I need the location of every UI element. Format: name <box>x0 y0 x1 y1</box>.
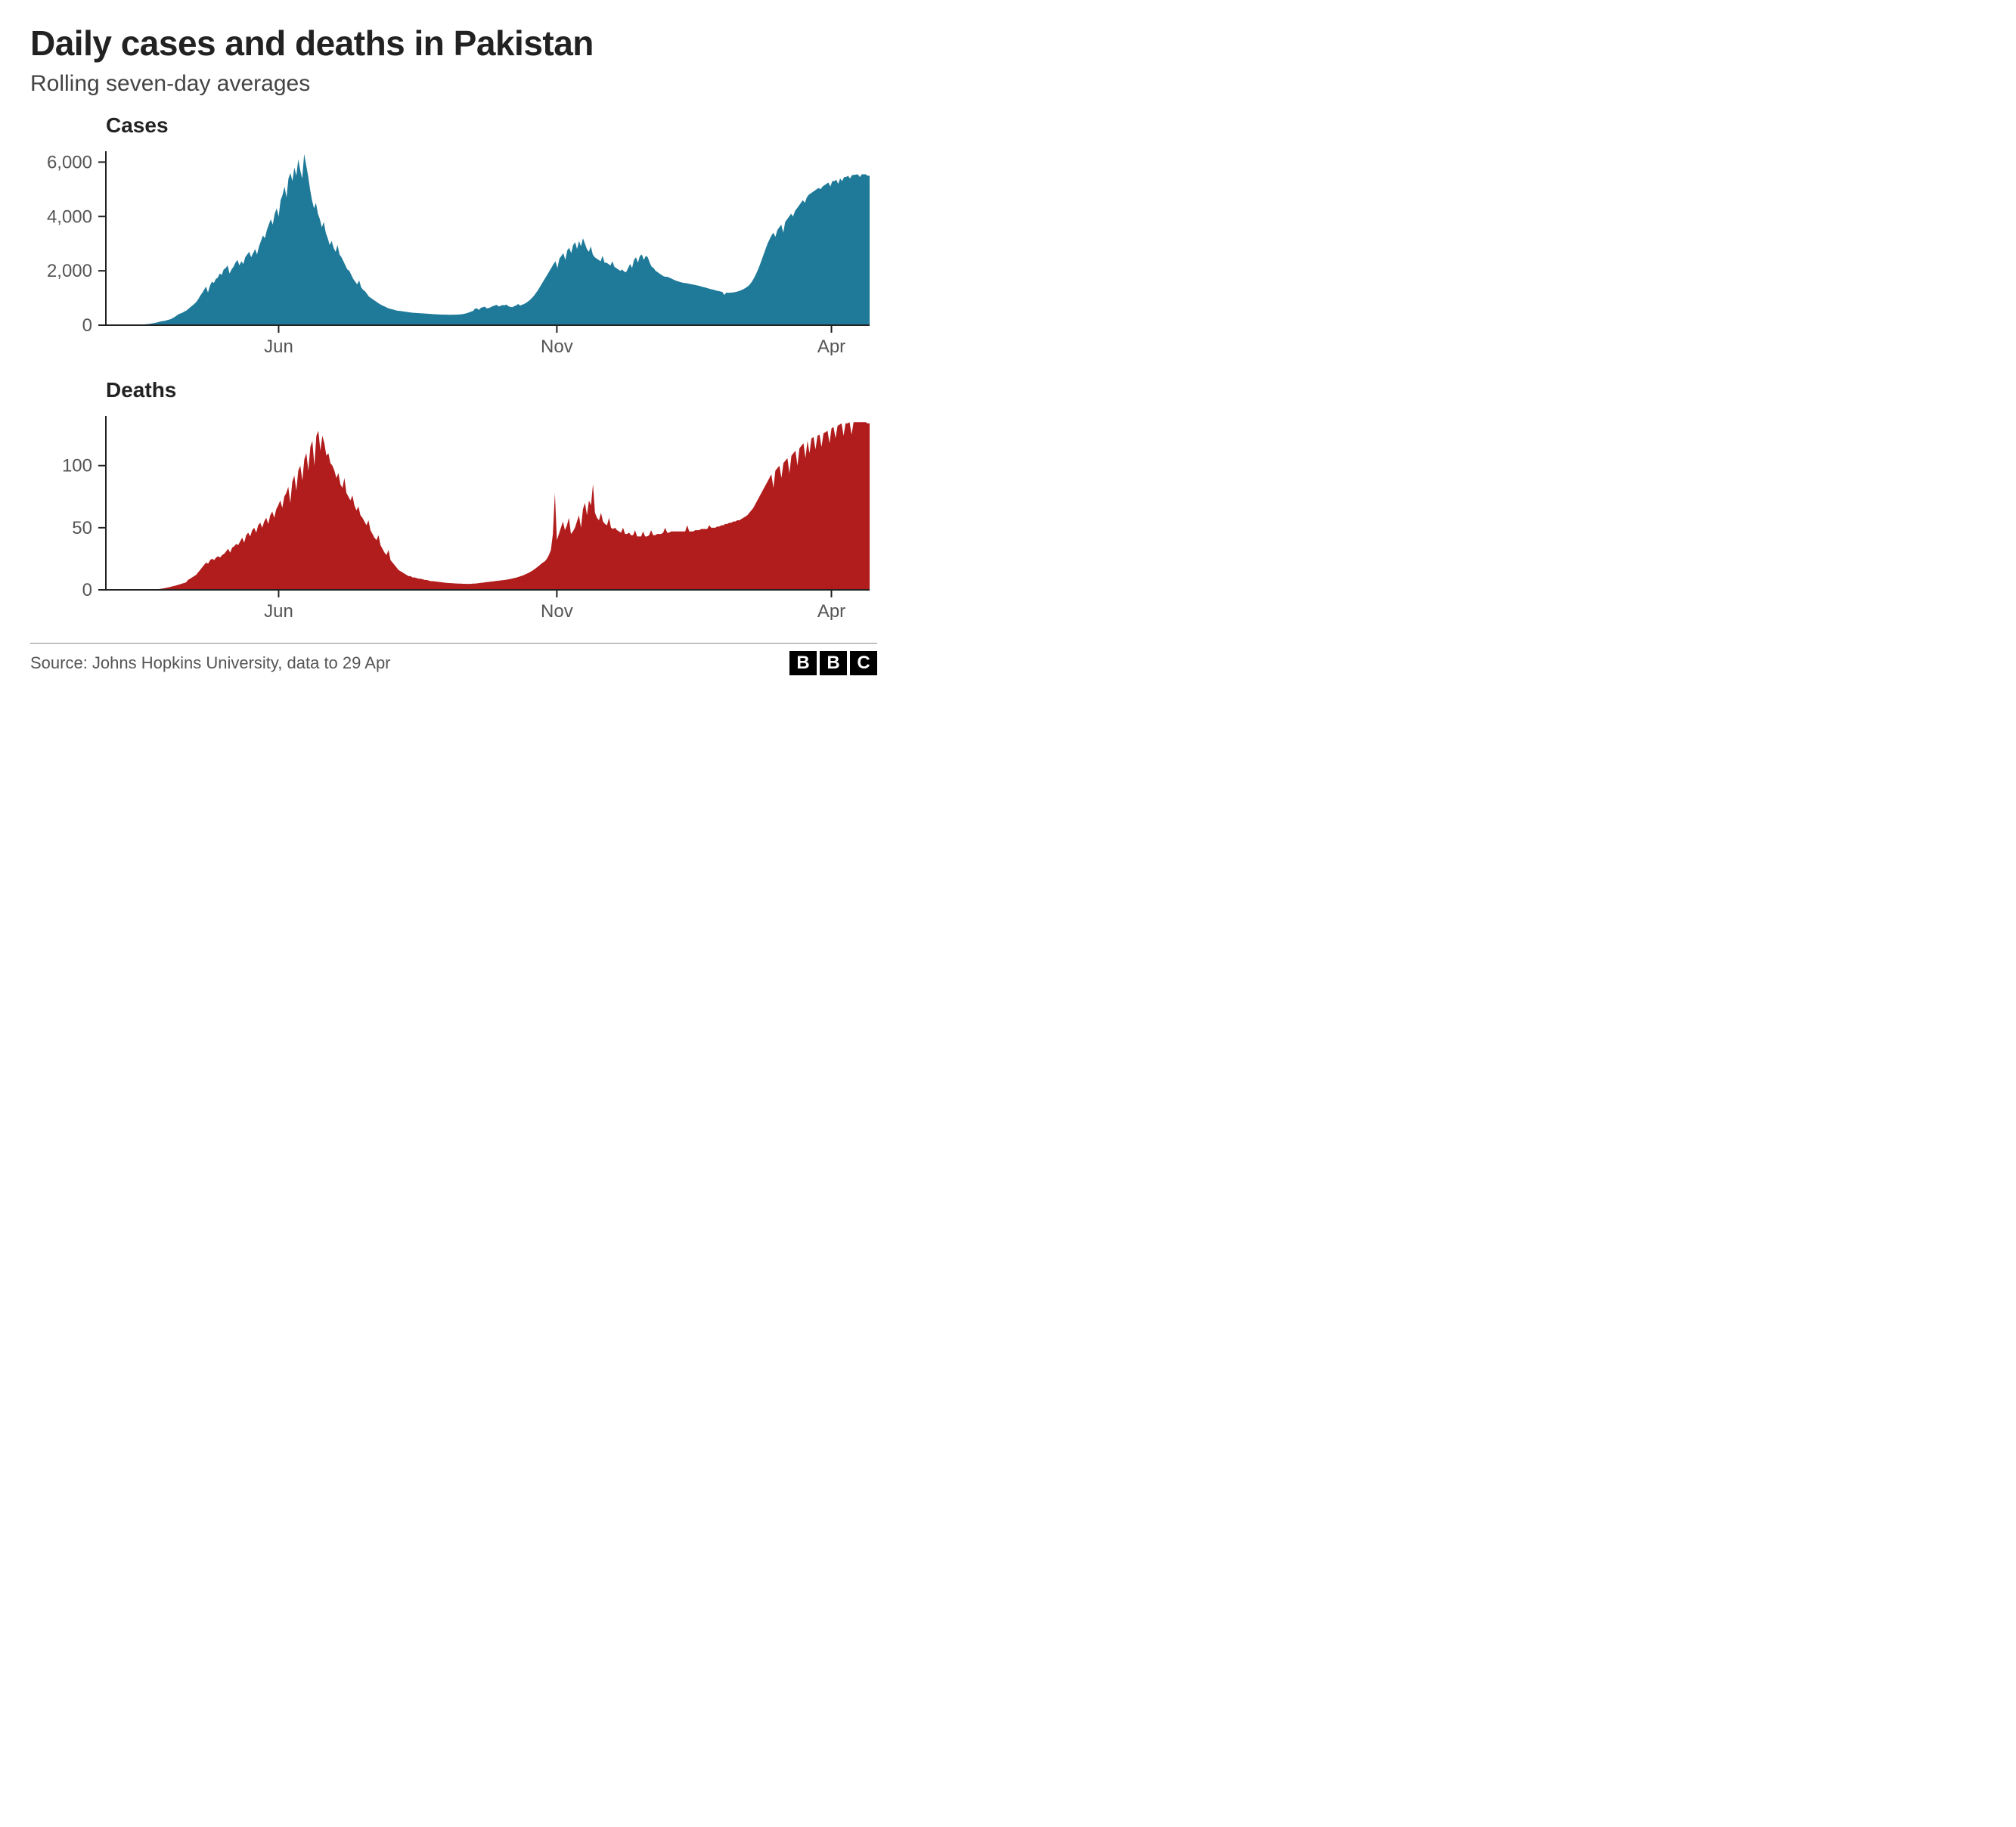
source-text: Source: Johns Hopkins University, data t… <box>30 653 391 673</box>
panel-title-deaths: Deaths <box>30 378 877 402</box>
chart-cases: Cases 0 2,000 4,000 6,000 Jun Nov Apr <box>30 113 877 355</box>
area-cases <box>106 154 870 325</box>
svg-text:0: 0 <box>82 315 92 336</box>
svg-text:Nov: Nov <box>541 601 573 620</box>
chart-container: Daily cases and deaths in Pakistan Rolli… <box>0 0 907 690</box>
svg-text:Jun: Jun <box>264 601 293 620</box>
svg-text:6,000: 6,000 <box>47 152 92 172</box>
svg-text:4,000: 4,000 <box>47 206 92 227</box>
charts-area: Cases 0 2,000 4,000 6,000 Jun Nov Apr Deaths 0 50 1… <box>30 113 877 620</box>
svg-text:100: 100 <box>62 456 92 476</box>
svg-text:Apr: Apr <box>817 337 845 355</box>
svg-text:2,000: 2,000 <box>47 261 92 281</box>
svg-text:50: 50 <box>72 518 92 538</box>
chart-svg-deaths: 0 50 100 Jun Nov Apr <box>30 408 877 620</box>
area-deaths <box>106 422 870 590</box>
svg-text:Nov: Nov <box>541 337 573 355</box>
panel-title-cases: Cases <box>30 113 877 138</box>
chart-svg-cases: 0 2,000 4,000 6,000 Jun Nov Apr <box>30 144 877 355</box>
chart-subtitle: Rolling seven-day averages <box>30 71 877 97</box>
footer: Source: Johns Hopkins University, data t… <box>30 643 877 675</box>
chart-deaths: Deaths 0 50 100 Jun Nov Apr <box>30 378 877 620</box>
bbc-logo: BBC <box>789 651 877 675</box>
svg-text:0: 0 <box>82 580 92 600</box>
svg-text:Jun: Jun <box>264 337 293 355</box>
svg-text:Apr: Apr <box>817 601 845 620</box>
chart-title: Daily cases and deaths in Pakistan <box>30 23 877 64</box>
